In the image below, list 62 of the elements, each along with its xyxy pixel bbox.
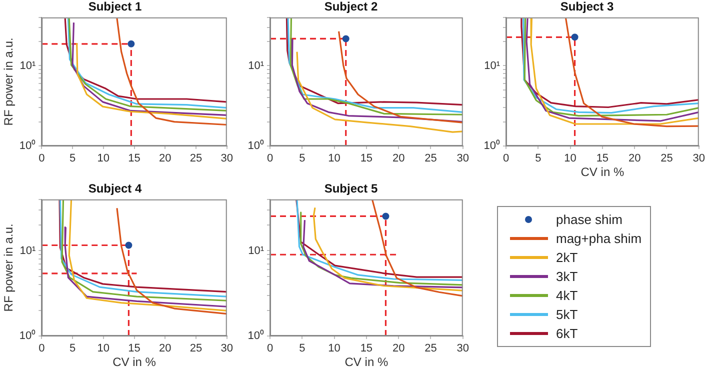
x-tick-label: 5 — [69, 152, 76, 165]
x-tick-label: 25 — [424, 152, 437, 165]
x-tick-label: 20 — [159, 342, 172, 355]
x-tick-label: 20 — [628, 152, 641, 165]
x-tick-label: 25 — [190, 152, 202, 165]
y-tick-label: 10⁰ — [248, 329, 264, 342]
legend-label: 3kT — [556, 268, 578, 284]
y-tick-label: 10¹ — [20, 244, 36, 257]
chart-title: Subject 1 — [88, 0, 142, 14]
x-tick-label: 20 — [392, 342, 405, 355]
y-tick-label: 10⁰ — [484, 139, 500, 152]
x-tick-label: 30 — [220, 342, 234, 355]
x-tick-label: 0 — [38, 342, 45, 355]
x-tick-label: 10 — [97, 342, 110, 355]
x-tick-label: 25 — [424, 342, 437, 355]
y-tick-label: 10¹ — [248, 244, 264, 257]
legend-label: 6kT — [556, 326, 578, 340]
x-axis-title: CV in % — [580, 165, 624, 180]
x-tick-label: 30 — [692, 152, 706, 165]
y-tick-label: 10⁰ — [19, 329, 36, 342]
chart-title: Subject 2 — [324, 0, 378, 14]
x-tick-label: 15 — [360, 342, 373, 355]
legend-label: mag+pha shim — [556, 230, 642, 246]
y-axis-title: RF power in a.u. — [2, 38, 16, 126]
y-axis-title: RF power in a.u. — [2, 224, 16, 312]
y-tick-label: 10¹ — [248, 60, 264, 72]
x-tick-label: 30 — [456, 342, 470, 355]
x-tick-label: 0 — [38, 152, 45, 165]
y-tick-label: 10⁰ — [19, 139, 36, 152]
legend-label: 2kT — [556, 250, 578, 264]
x-axis-title: CV in % — [112, 355, 156, 370]
x-tick-label: 15 — [360, 152, 373, 165]
x-tick-label: 10 — [328, 152, 340, 165]
x-tick-label: 30 — [456, 152, 470, 165]
x-tick-label: 20 — [159, 152, 172, 165]
x-tick-label: 30 — [220, 152, 234, 165]
x-tick-label: 5 — [69, 342, 76, 355]
x-axis-title: CV in % — [344, 355, 388, 370]
chart-title: Subject 3 — [560, 0, 614, 14]
x-tick-label: 15 — [596, 152, 609, 165]
x-tick-label: 15 — [128, 342, 140, 355]
y-tick-label: 10¹ — [20, 60, 36, 72]
x-tick-label: 25 — [660, 152, 673, 165]
legend-label: phase shim — [556, 212, 622, 226]
x-tick-label: 10 — [97, 152, 110, 165]
chart-title: Subject 5 — [324, 182, 378, 196]
x-tick-label: 0 — [502, 152, 510, 165]
x-tick-label: 0 — [266, 342, 274, 355]
legend-label: 5kT — [556, 306, 578, 322]
x-tick-label: 25 — [190, 342, 202, 355]
x-tick-label: 15 — [128, 152, 140, 165]
x-tick-label: 10 — [328, 342, 340, 355]
x-tick-label: 10 — [564, 152, 576, 165]
x-tick-label: 5 — [299, 342, 306, 355]
y-tick-label: 10¹ — [484, 60, 500, 72]
y-tick-label: 10⁰ — [248, 139, 264, 152]
chart-title: Subject 4 — [88, 182, 142, 196]
x-tick-label: 20 — [392, 152, 405, 165]
x-tick-label: 5 — [535, 152, 542, 165]
x-tick-label: 5 — [299, 152, 306, 165]
legend-label: 4kT — [556, 288, 578, 302]
x-tick-label: 0 — [266, 152, 274, 165]
